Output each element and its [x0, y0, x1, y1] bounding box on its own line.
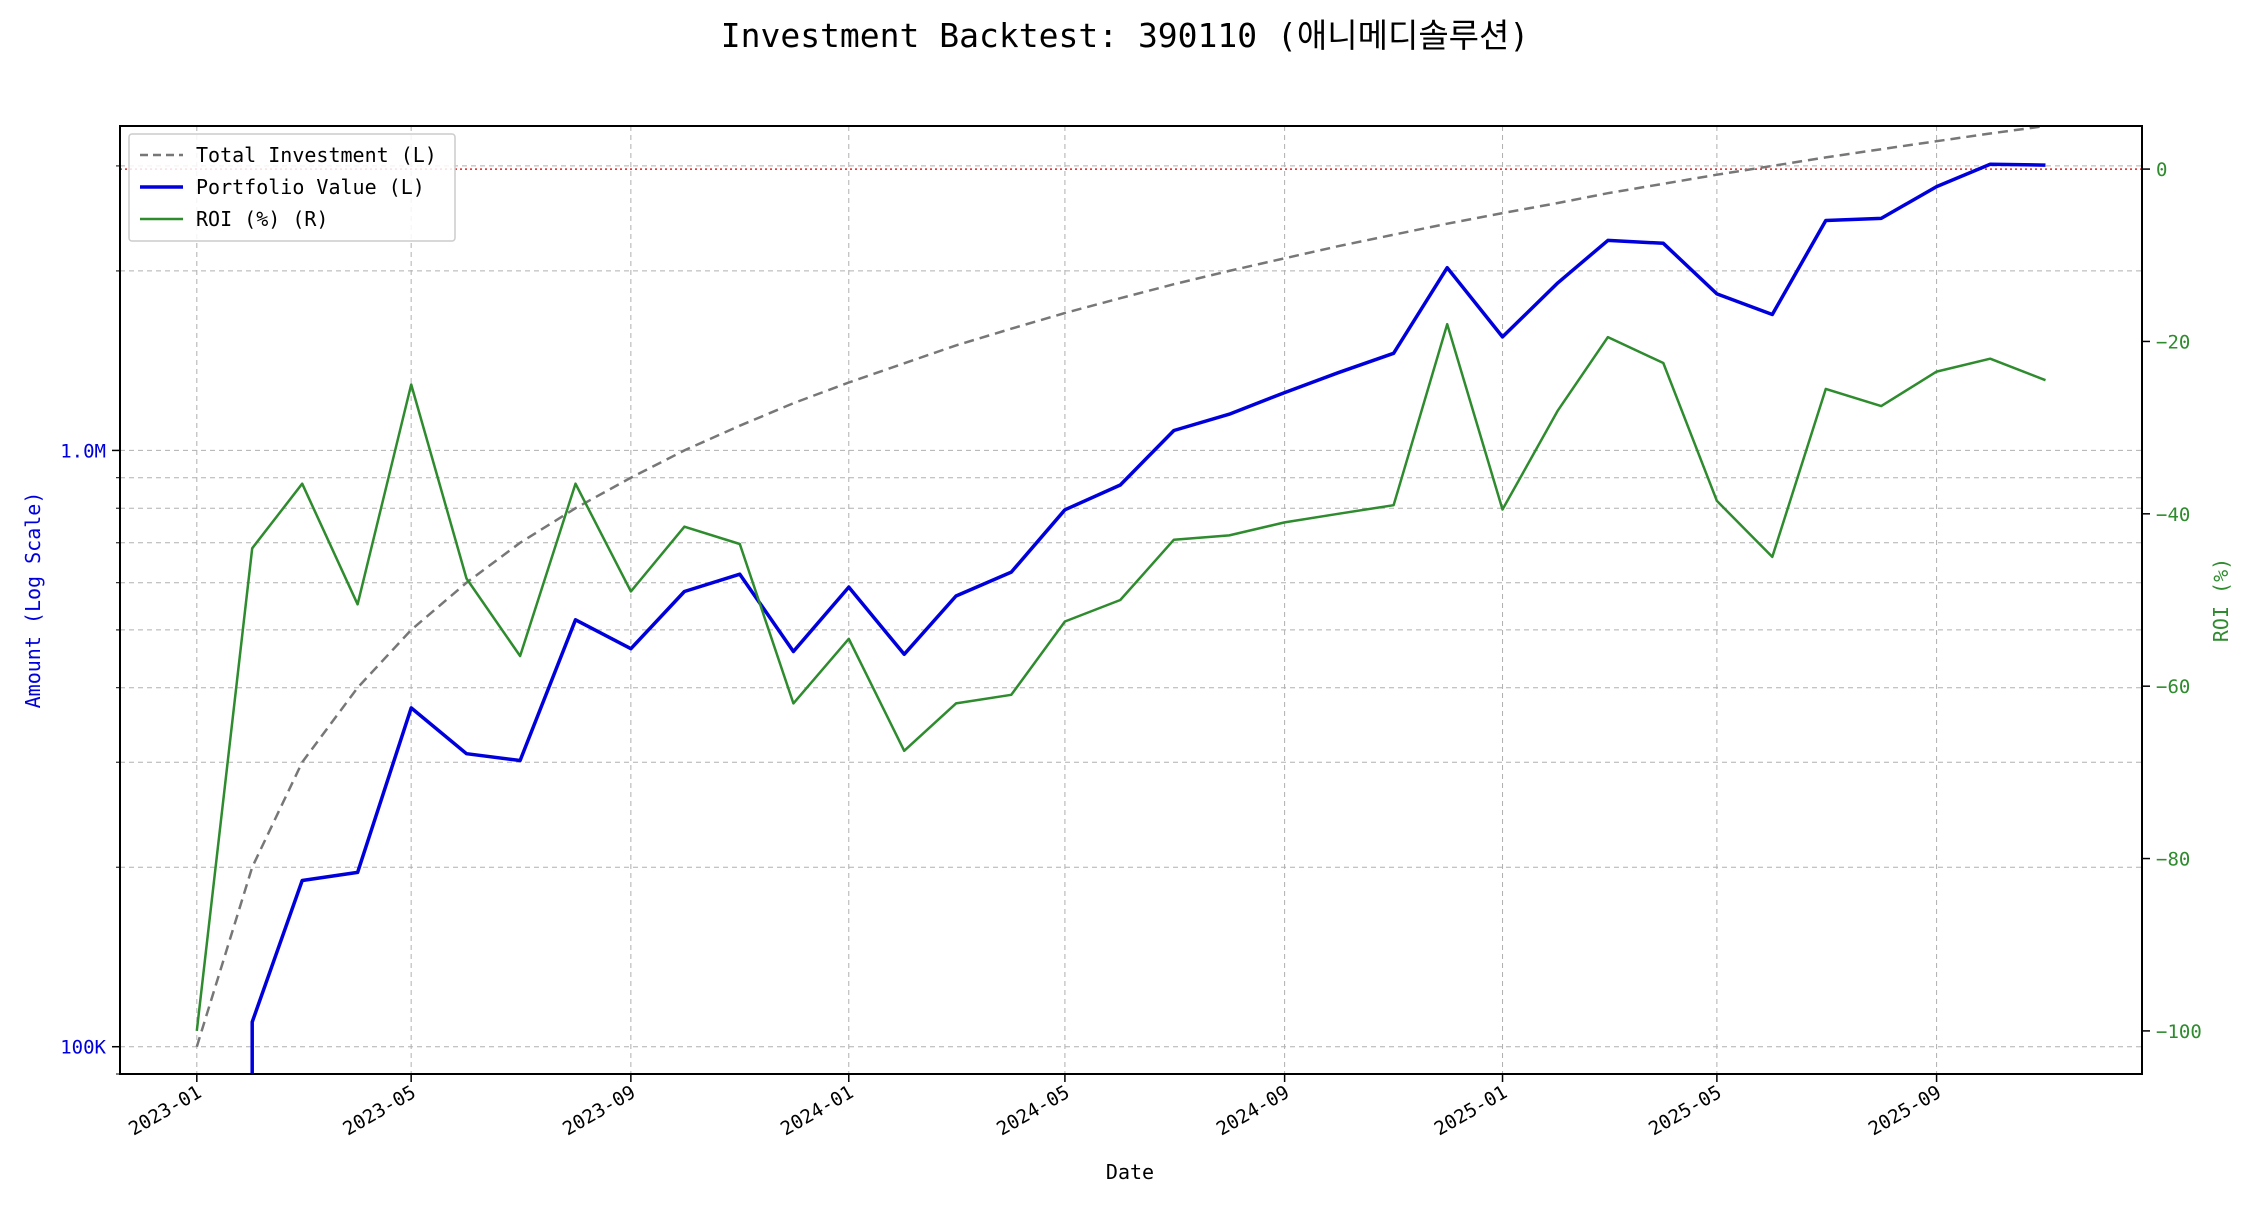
chart-title: Investment Backtest: 390110 (애니메디솔루션) — [721, 16, 1530, 55]
y-axis-left-label: Amount (Log Scale) — [21, 492, 45, 709]
plot-area-frame — [119, 125, 2143, 1075]
y-right-tick-label: 0 — [2156, 159, 2167, 181]
series-layer — [195, 126, 2046, 1074]
y-left-tick-label: 100K — [60, 1037, 106, 1059]
legend-box — [128, 133, 456, 242]
grid — [120, 126, 2142, 1075]
series-line-0 — [195, 126, 2046, 1048]
legend-label: Total Investment (L) — [196, 143, 437, 167]
y-right-tick-label: −60 — [2156, 676, 2190, 698]
y-right-tick-label: −40 — [2156, 504, 2190, 526]
y-axis-right-label: ROI (%) — [2209, 558, 2233, 642]
y-left-tick-label: 1.0M — [60, 440, 106, 462]
legend-label: ROI (%) (R) — [196, 207, 328, 231]
series-line-2 — [195, 322, 2046, 1032]
series-line-1 — [250, 162, 2046, 1074]
y-right-tick-label: −80 — [2156, 849, 2190, 871]
legend-label: Portfolio Value (L) — [196, 175, 425, 199]
y-right-tick-label: −20 — [2156, 331, 2190, 353]
y-right-tick-label: −100 — [2156, 1021, 2202, 1043]
legend: Total Investment (L) Portfolio Value (L) R… — [128, 133, 456, 242]
x-axis-label: Date — [1106, 1160, 1154, 1184]
